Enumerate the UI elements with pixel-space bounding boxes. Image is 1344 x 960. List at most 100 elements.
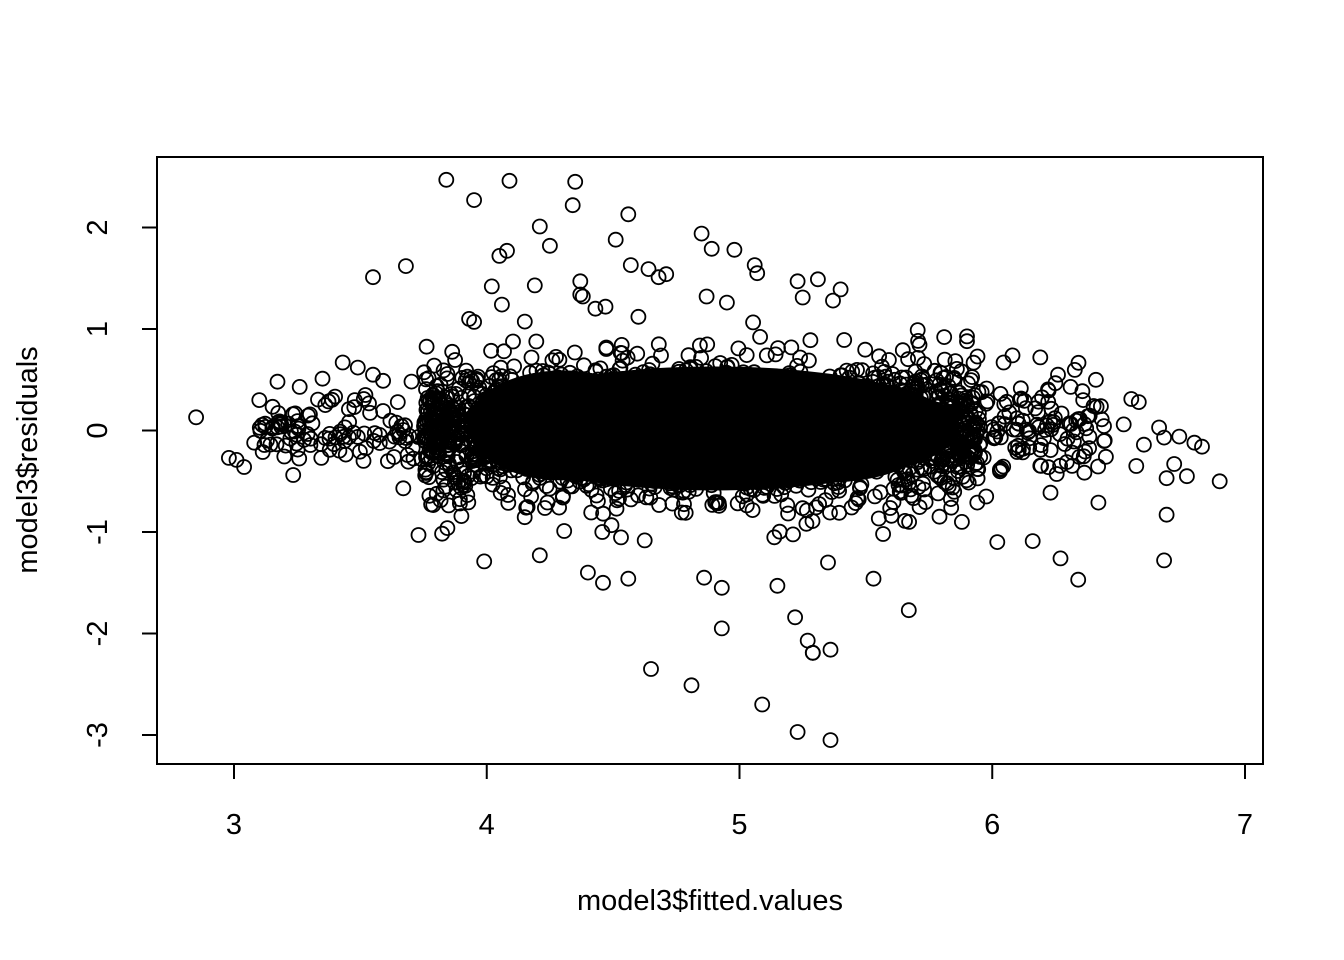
x-tick-label: 4: [479, 809, 495, 841]
data-point: [389, 394, 406, 411]
data-point: [693, 225, 710, 242]
data-point: [251, 419, 268, 436]
data-point: [355, 452, 372, 469]
data-point: [288, 426, 305, 443]
data-point: [900, 602, 917, 619]
data-point: [936, 474, 953, 491]
data-point: [909, 322, 926, 339]
data-point: [850, 491, 867, 508]
data-point: [780, 505, 796, 522]
data-point: [954, 468, 971, 485]
data-point: [598, 339, 615, 356]
data-point: [630, 308, 647, 325]
data-point: [1115, 416, 1132, 433]
data-point: [583, 504, 600, 521]
data-point: [894, 342, 911, 359]
x-axis: 3 4 5 6 7: [226, 763, 1253, 841]
data-point: [1081, 428, 1098, 445]
data-point: [567, 173, 584, 190]
data-point: [622, 257, 639, 274]
data-point: [953, 363, 970, 380]
data-point: [608, 500, 625, 517]
data-point: [446, 431, 463, 448]
data-point: [526, 277, 543, 294]
data-point: [466, 192, 483, 209]
data-point: [537, 500, 553, 516]
data-point: [304, 415, 321, 432]
data-point: [466, 313, 483, 330]
data-point: [1032, 441, 1049, 458]
data-point: [989, 534, 1006, 550]
data-point: [440, 400, 457, 417]
data-point: [421, 487, 438, 504]
data-point: [416, 418, 432, 435]
data-point: [804, 644, 821, 661]
data-point: [555, 487, 571, 504]
data-point: [613, 529, 629, 546]
data-point: [365, 269, 381, 286]
data-point: [857, 341, 874, 358]
data-point: [566, 344, 583, 361]
data-point: [428, 485, 445, 502]
data-point: [699, 336, 716, 353]
data-point: [461, 374, 477, 391]
data-point: [597, 298, 614, 315]
data-point: [429, 401, 446, 418]
saturated-core: [467, 370, 658, 481]
data-point: [437, 409, 454, 426]
data-point: [832, 281, 849, 298]
data-point: [944, 479, 961, 496]
data-point: [811, 496, 827, 512]
data-point: [789, 724, 806, 740]
data-point: [327, 388, 344, 405]
data-point: [746, 257, 763, 274]
data-point: [1151, 419, 1167, 436]
data-point: [849, 361, 865, 378]
data-point: [978, 488, 995, 505]
data-point: [680, 347, 697, 364]
data-point: [871, 348, 887, 365]
data-point: [959, 328, 975, 345]
data-point: [453, 508, 470, 524]
data-point: [650, 336, 667, 353]
data-point: [439, 520, 456, 536]
data-point: [1186, 434, 1203, 451]
data-point: [898, 369, 914, 386]
data-point: [1066, 361, 1083, 378]
data-point: [268, 436, 285, 453]
data-point: [963, 372, 979, 389]
data-point: [607, 231, 624, 248]
data-point: [1033, 437, 1049, 454]
data-point: [269, 419, 286, 436]
data-point: [422, 435, 439, 452]
data-point: [528, 333, 545, 350]
data-point: [1090, 458, 1106, 475]
data-point: [493, 368, 510, 385]
data-point: [967, 456, 983, 473]
data-point: [1040, 459, 1057, 476]
x-tick-label: 7: [1237, 809, 1253, 841]
data-point: [738, 497, 755, 514]
data-point: [943, 499, 960, 516]
data-point: [802, 332, 819, 349]
data-point: [910, 479, 927, 496]
y-tick-label: 0: [82, 422, 114, 438]
data-point: [822, 732, 839, 748]
data-point: [379, 453, 396, 470]
data-point: [580, 564, 596, 581]
data-point: [476, 553, 493, 570]
data-point: [1064, 457, 1080, 474]
data-point: [959, 333, 975, 350]
data-point: [785, 526, 801, 543]
data-point: [876, 363, 893, 380]
data-point: [787, 609, 803, 626]
data-point: [794, 289, 811, 306]
data-point: [640, 261, 657, 278]
data-point: [979, 393, 996, 410]
data-point: [341, 414, 358, 430]
data-point: [692, 337, 708, 354]
data-point: [349, 359, 366, 376]
data-point: [1158, 470, 1175, 487]
data-point: [491, 247, 508, 264]
